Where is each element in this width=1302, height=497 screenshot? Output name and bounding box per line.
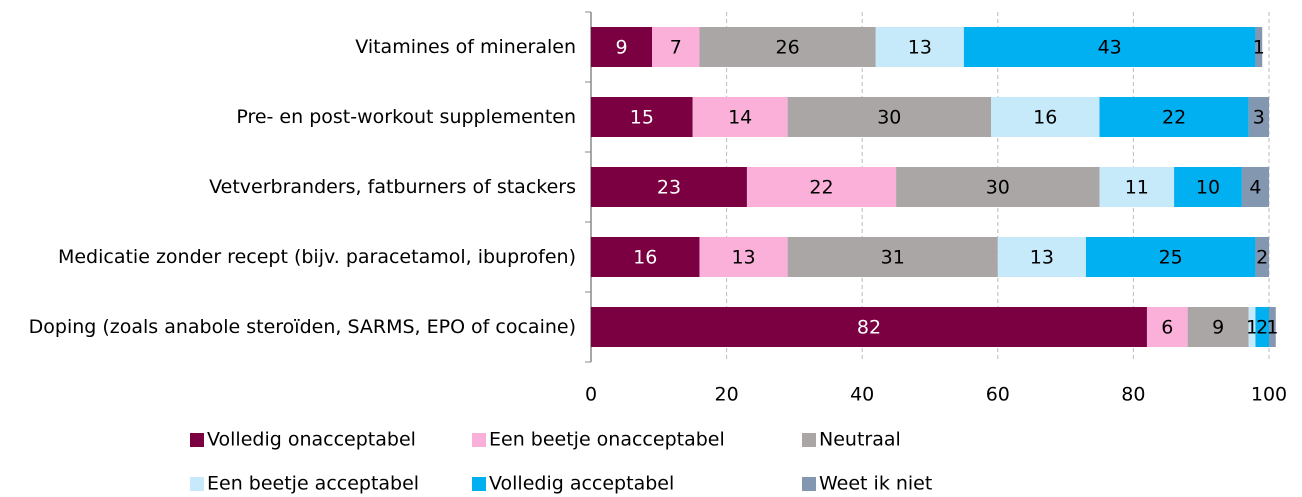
data-label: 1 xyxy=(1266,317,1278,339)
legend-swatch xyxy=(802,433,816,447)
bar-segment xyxy=(692,97,788,137)
bar-segment xyxy=(1248,307,1256,347)
data-label: 11 xyxy=(1125,177,1149,199)
data-label: 30 xyxy=(986,177,1010,199)
data-label: 13 xyxy=(1030,247,1054,269)
bar-segment xyxy=(1085,237,1256,277)
data-label: 25 xyxy=(1159,247,1183,269)
bar-segment xyxy=(1255,237,1269,277)
data-label: 9 xyxy=(615,37,627,59)
legend-label: Een beetje onacceptabel xyxy=(489,429,725,451)
x-tick-label: 80 xyxy=(1121,384,1145,406)
legend-label: Volledig onacceptabel xyxy=(207,429,416,451)
bar-segment xyxy=(787,237,998,277)
data-label: 14 xyxy=(728,107,752,129)
data-label: 13 xyxy=(908,37,932,59)
data-label: 15 xyxy=(630,107,654,129)
bar-segment xyxy=(1269,307,1276,347)
legend-label: Weet ik niet xyxy=(819,473,932,495)
category-label: Medicatie zonder recept (bijv. paracetam… xyxy=(57,246,576,268)
data-label: 23 xyxy=(657,177,681,199)
bar-segment xyxy=(991,97,1100,137)
data-label: 6 xyxy=(1161,317,1173,339)
bar-segment xyxy=(963,27,1256,67)
data-label: 1 xyxy=(1253,37,1265,59)
x-tick-label: 0 xyxy=(585,384,597,406)
category-label: Doping (zoals anabole steroïden, SARMS, … xyxy=(28,316,576,338)
bar-segment xyxy=(591,307,1147,347)
legend-label: Een beetje acceptabel xyxy=(207,473,419,495)
legend-label: Neutraal xyxy=(819,429,901,451)
x-tick-label: 40 xyxy=(850,384,874,406)
x-tick-label: 20 xyxy=(715,384,739,406)
data-label: 10 xyxy=(1196,177,1220,199)
data-label: 22 xyxy=(1162,107,1186,129)
bar-segment xyxy=(1174,167,1242,207)
category-label: Pre- en post-workout supplementen xyxy=(236,106,576,128)
data-label: 82 xyxy=(857,317,881,339)
data-label: 22 xyxy=(809,177,833,199)
bar-segment xyxy=(787,97,992,137)
category-label: Vitamines of mineralen xyxy=(355,36,576,58)
data-label: 3 xyxy=(1253,107,1265,129)
data-label: 2 xyxy=(1256,247,1268,269)
bar-segment xyxy=(1255,27,1263,67)
bar-segment xyxy=(591,27,653,67)
data-label: 16 xyxy=(1033,107,1057,129)
bar-segment xyxy=(1248,97,1269,137)
bar-segment xyxy=(591,167,747,207)
data-label: 13 xyxy=(731,247,755,269)
bar-segment xyxy=(1099,97,1249,137)
bar-segment xyxy=(1146,307,1188,347)
data-label: 31 xyxy=(881,247,905,269)
legend-label: Volledig acceptabel xyxy=(489,473,674,495)
bar-segment xyxy=(746,167,897,207)
legend-swatch xyxy=(472,477,486,491)
bar-segment xyxy=(1255,307,1269,347)
bar-segment xyxy=(591,97,693,137)
data-label: 30 xyxy=(877,107,901,129)
data-label: 2 xyxy=(1256,317,1268,339)
legend-swatch xyxy=(190,433,204,447)
bar-segment xyxy=(1187,307,1249,347)
data-label: 4 xyxy=(1249,177,1261,199)
bar-segment xyxy=(591,237,700,277)
bar-segment xyxy=(997,237,1086,277)
bar-segment xyxy=(699,27,876,67)
data-label: 1 xyxy=(1246,317,1258,339)
data-label: 7 xyxy=(670,37,682,59)
data-label: 43 xyxy=(1098,37,1122,59)
bar-segment xyxy=(652,27,700,67)
legend-swatch xyxy=(802,477,816,491)
data-label: 16 xyxy=(633,247,657,269)
legend-swatch xyxy=(190,477,204,491)
bar-segment xyxy=(1241,167,1269,207)
data-label: 9 xyxy=(1212,317,1224,339)
data-label: 26 xyxy=(776,37,800,59)
bar-segment xyxy=(1099,167,1175,207)
x-tick-label: 60 xyxy=(986,384,1010,406)
bar-segment xyxy=(875,27,964,67)
x-tick-label: 100 xyxy=(1251,384,1287,406)
category-label: Vetverbranders, fatburners of stackers xyxy=(209,176,576,198)
bar-segment xyxy=(699,237,788,277)
bar-segment xyxy=(896,167,1100,207)
legend-swatch xyxy=(472,433,486,447)
